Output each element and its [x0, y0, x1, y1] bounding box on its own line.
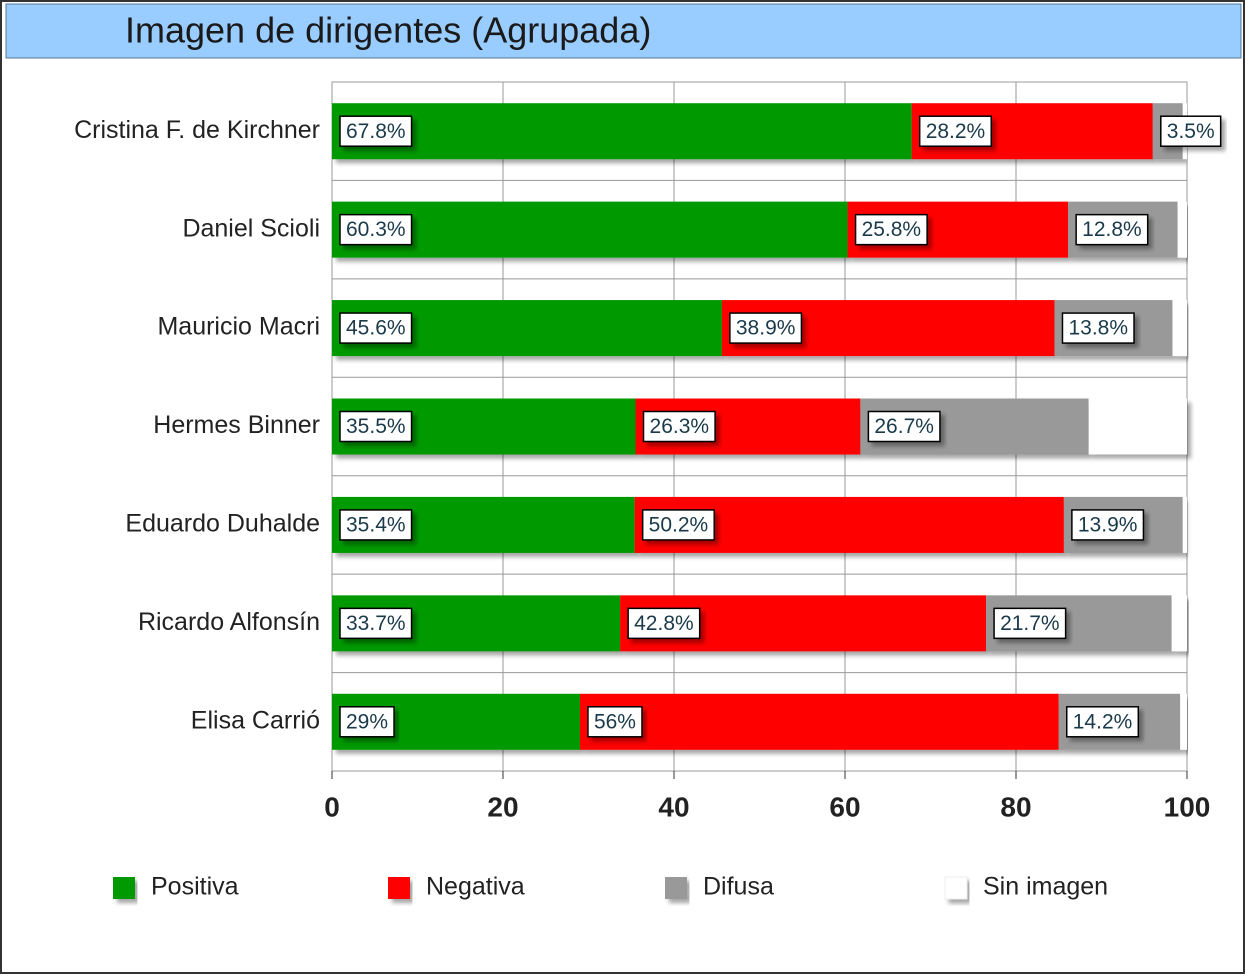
value-label: 67.8% — [339, 115, 413, 147]
bar-segment — [332, 201, 848, 258]
legend-label: Negativa — [426, 873, 525, 901]
legend-label: Positiva — [151, 873, 239, 901]
value-label-text: 12.8% — [1082, 218, 1142, 241]
value-label-box — [339, 607, 413, 640]
legend-label: Difusa — [703, 873, 774, 901]
y-tick-label: Hermes Binner — [153, 411, 320, 439]
value-label-box — [1160, 115, 1222, 147]
value-label-text: 60.3% — [346, 218, 406, 241]
chart-title: Imagen de dirigentes (Agrupada) — [125, 10, 651, 51]
value-label-text: 42.8% — [634, 612, 694, 635]
value-label-box — [627, 607, 701, 640]
y-tick-label: Daniel Scioli — [182, 214, 320, 242]
legend-swatch — [388, 877, 410, 899]
value-label-box — [918, 115, 992, 147]
bar-segment — [332, 103, 912, 160]
x-tick-label: 0 — [324, 791, 340, 822]
value-label: 13.8% — [1061, 312, 1135, 344]
value-label: 25.8% — [854, 213, 928, 246]
value-label-text: 33.7% — [346, 612, 406, 635]
value-label-text: 13.8% — [1068, 317, 1128, 340]
title-bar — [5, 3, 1242, 59]
bar-segment — [1088, 398, 1187, 455]
value-label-text: 56% — [594, 710, 636, 733]
value-label-text: 50.2% — [649, 513, 709, 536]
value-label: 12.8% — [1075, 213, 1149, 246]
y-tick-label: Eduardo Duhalde — [125, 510, 320, 538]
value-label-box — [1075, 213, 1149, 246]
value-label: 50.2% — [641, 509, 715, 541]
bar-segment — [1172, 300, 1187, 357]
legend-label: Sin imagen — [983, 873, 1108, 901]
value-label: 35.4% — [339, 509, 413, 541]
value-label-box — [339, 312, 413, 344]
bar-segment — [1177, 201, 1187, 258]
value-label-text: 35.4% — [346, 513, 406, 536]
value-label: 45.6% — [339, 312, 413, 344]
value-label: 3.5% — [1160, 115, 1222, 147]
value-label-box — [993, 607, 1067, 640]
value-label-box — [1071, 509, 1145, 541]
value-label-box — [339, 509, 413, 541]
value-label-text: 14.2% — [1073, 710, 1133, 733]
value-label-text: 21.7% — [1000, 612, 1060, 635]
x-tick-label: 100 — [1164, 791, 1211, 822]
value-label-text: 29% — [346, 710, 388, 733]
value-label: 14.2% — [1066, 706, 1140, 738]
value-label-box — [339, 706, 395, 738]
x-tick-label: 80 — [1000, 791, 1031, 822]
value-label-text: 28.2% — [926, 120, 986, 143]
value-label-box — [641, 509, 715, 541]
value-label-text: 45.6% — [346, 317, 406, 340]
value-label-box — [867, 410, 941, 443]
y-tick-label: Elisa Carrió — [191, 706, 320, 734]
value-label-text: 38.9% — [736, 317, 796, 340]
value-label: 38.9% — [729, 312, 803, 344]
legend-swatch — [113, 877, 135, 899]
value-label-text: 13.9% — [1078, 513, 1138, 536]
value-label: 28.2% — [918, 115, 992, 147]
bar-segment — [1182, 496, 1187, 553]
value-label: 60.3% — [339, 213, 413, 246]
value-label: 56% — [587, 706, 643, 738]
value-label-box — [1061, 312, 1135, 344]
value-label: 29% — [339, 706, 395, 738]
x-tick-label: 40 — [658, 791, 689, 822]
value-label-text: 25.8% — [862, 218, 922, 241]
value-label-text: 26.3% — [650, 415, 710, 438]
legend-swatch — [944, 876, 968, 900]
value-label-box — [642, 410, 716, 443]
value-label: 33.7% — [339, 607, 413, 640]
x-tick-label: 20 — [487, 791, 518, 822]
value-label-box — [1066, 706, 1140, 738]
value-label-text: 35.5% — [346, 415, 406, 438]
value-label-box — [339, 410, 413, 443]
x-tick-label: 60 — [829, 791, 860, 822]
legend-swatch — [665, 877, 687, 899]
bar-segment — [1171, 595, 1187, 652]
y-tick-label: Mauricio Macri — [157, 313, 320, 341]
y-tick-label: Cristina F. de Kirchner — [74, 116, 320, 144]
value-label-text: 26.7% — [874, 415, 934, 438]
value-label: 13.9% — [1071, 509, 1145, 541]
value-label: 21.7% — [993, 607, 1067, 640]
value-label: 26.7% — [867, 410, 941, 443]
value-label: 35.5% — [339, 410, 413, 443]
value-label-box — [587, 706, 643, 738]
value-label-text: 3.5% — [1167, 120, 1215, 143]
value-label-box — [339, 213, 413, 246]
value-label-text: 67.8% — [346, 120, 406, 143]
bar-segment — [579, 693, 1059, 750]
value-label: 42.8% — [627, 607, 701, 640]
value-label-box — [339, 115, 413, 147]
value-label-box — [729, 312, 803, 344]
y-tick-label: Ricardo Alfonsín — [138, 608, 320, 636]
bar-segment — [1180, 693, 1187, 750]
value-label-box — [854, 213, 928, 246]
value-label: 26.3% — [642, 410, 716, 443]
